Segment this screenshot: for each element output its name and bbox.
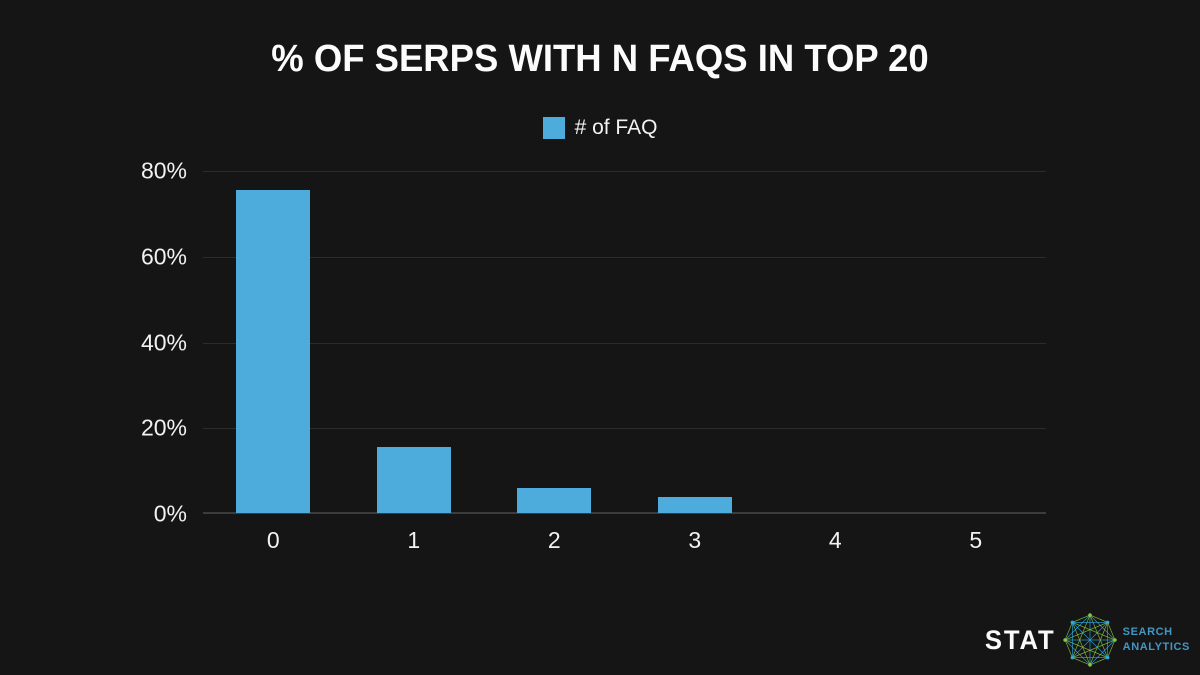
plot-area: 0% 20% 40% 60% 80% 0 1 2 3 4 5 (141, 158, 1046, 553)
x-axis-label: 4 (828, 527, 842, 553)
gridline (203, 171, 1046, 172)
y-axis-label: 20% (140, 414, 187, 441)
gridline (203, 256, 1046, 258)
x-axis-label: 5 (969, 527, 983, 553)
stat-logo-tagline: SEARCH ANALYTICS (1123, 625, 1190, 655)
bar (236, 189, 311, 513)
bar (517, 487, 592, 513)
legend: # of FAQ (0, 116, 1200, 140)
y-axis-label: 40% (140, 329, 187, 355)
x-axis-label: 3 (688, 527, 702, 553)
legend-label: # of FAQ (574, 116, 658, 139)
y-axis-label: 0% (153, 500, 187, 527)
gridline (203, 428, 1046, 430)
chart-title: % OF SERPS WITH N FAQS IN TOP 20 (271, 38, 929, 80)
stat-logo: STAT SEARCH ANALYTICS (983, 613, 1190, 667)
gridline (203, 342, 1046, 344)
x-axis-label: 0 (266, 527, 280, 553)
legend-swatch (542, 117, 565, 139)
stat-logo-tagline-line1: SEARCH (1122, 626, 1173, 639)
y-axis-label: 60% (140, 243, 187, 270)
x-axis-label: 2 (547, 527, 561, 553)
bar (376, 447, 451, 513)
stat-network-sphere-icon (1062, 613, 1117, 667)
y-axis-label: 80% (140, 157, 187, 184)
stat-logo-wordmark: STAT (985, 624, 1056, 655)
gridline (203, 512, 1046, 514)
bar (657, 497, 732, 513)
stat-logo-tagline-line2: ANALYTICS (1122, 641, 1190, 653)
x-axis-label: 1 (407, 527, 421, 553)
